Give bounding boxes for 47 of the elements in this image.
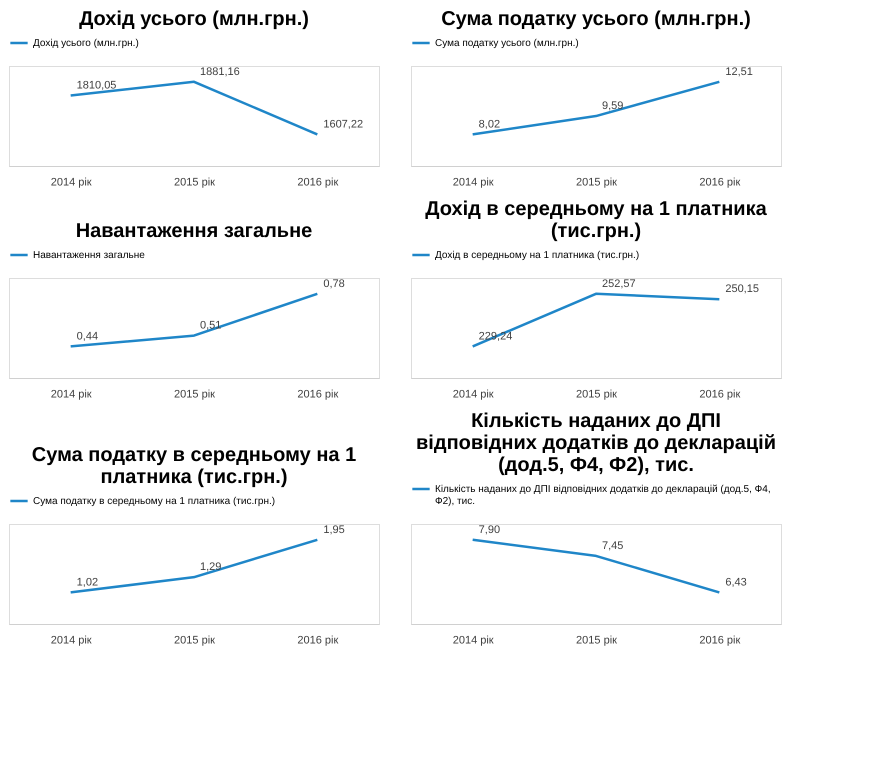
- data-label: 8,02: [478, 118, 500, 130]
- x-tick-label: 2015 рік: [576, 176, 618, 188]
- data-label: 1,95: [323, 524, 345, 536]
- x-tick-label: 2015 рік: [174, 176, 216, 188]
- chart-title: Навантаження загальне: [76, 220, 312, 242]
- legend-label: Кількість наданих до ДПІ відповідних додатків до декларацій (дод.5, Ф4, Ф2), тис.: [435, 484, 771, 507]
- chart-title: Дохід усього (млн.грн.): [79, 8, 309, 30]
- data-label: 0,51: [200, 320, 222, 332]
- legend-label: Дохід в середньому на 1 платника (тис.грн.): [435, 250, 640, 261]
- chart-title: Сума податку усього (млн.грн.): [441, 8, 751, 30]
- data-label: 1810,05: [76, 79, 116, 92]
- x-tick-label: 2015 рік: [174, 634, 216, 646]
- x-tick-label: 2014 рік: [50, 176, 92, 188]
- legend-label: Дохід усього (млн.грн.): [33, 38, 139, 49]
- data-label: 1,29: [200, 561, 222, 574]
- chart-title: Сума податку в середньому на 1 платника (тис.грн.): [32, 444, 356, 488]
- data-label: 252,57: [602, 278, 636, 290]
- x-tick-label: 2016 рік: [297, 634, 338, 646]
- x-tick-label: 2014 рік: [452, 388, 494, 400]
- x-tick-label: 2014 рік: [452, 634, 494, 646]
- x-tick-label: 2016 рік: [297, 388, 338, 400]
- chart-title: Дохід в середньому на 1 платника (тис.грн.): [425, 198, 768, 242]
- data-label: 9,59: [602, 100, 624, 112]
- x-tick-label: 2014 рік: [50, 388, 92, 400]
- data-label: 12,51: [725, 66, 753, 78]
- x-tick-label: 2015 рік: [576, 388, 618, 400]
- data-label: 7,90: [478, 524, 500, 536]
- data-label: 250,15: [725, 283, 759, 296]
- x-tick-label: 2015 рік: [576, 634, 618, 646]
- data-label: 1607,22: [323, 118, 364, 130]
- x-tick-label: 2016 рік: [699, 388, 740, 400]
- legend-label: Навантаження загальне: [33, 250, 146, 261]
- x-tick-label: 2016 рік: [699, 176, 740, 188]
- chart-title: Кількість наданих до ДПІ відповідних додатків до декларацій (дод.5, Ф4, Ф2), тис.: [416, 410, 776, 476]
- data-label: 1,02: [76, 576, 98, 588]
- data-label: 7,45: [602, 540, 624, 552]
- x-tick-label: 2015 рік: [174, 388, 216, 400]
- x-tick-label: 2014 рік: [452, 176, 494, 188]
- legend-label: Сума податку усього (млн.грн.): [435, 38, 579, 49]
- x-tick-label: 2016 рік: [699, 634, 740, 646]
- data-label: 0,78: [323, 278, 345, 290]
- x-tick-label: 2016 рік: [297, 176, 338, 188]
- data-label: 6,43: [725, 576, 747, 588]
- data-label: 1881,16: [200, 66, 240, 78]
- legend-label: Сума податку в середньому на 1 платника (тис.грн.): [33, 496, 276, 507]
- x-tick-label: 2014 рік: [50, 634, 92, 646]
- data-label: 0,44: [76, 330, 98, 342]
